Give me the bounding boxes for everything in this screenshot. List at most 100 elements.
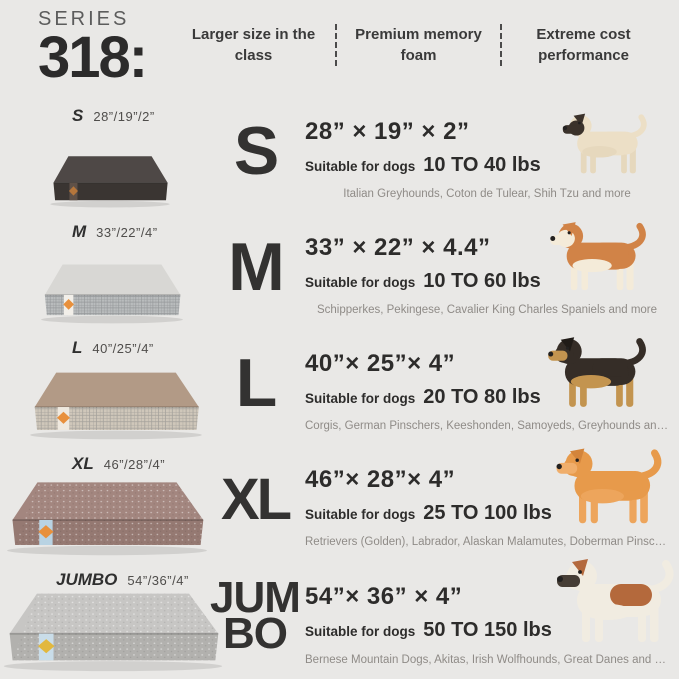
size-text-block: 46”× 28”× 4” Suitable for dogs 25 TO 100 … [305,464,552,525]
dog-nose [548,351,554,357]
bed-dims-tag: 28”/19”/2” [93,109,155,124]
size-letter: JUM BO [210,572,301,658]
breeds-list: Bernese Mountain Dogs, Akitas, Irish Wol… [305,654,679,666]
size-text-block: 54”× 36” × 4” Suitable for dogs 50 TO 150… [305,581,552,642]
dog-illustration [556,448,662,524]
dimensions-heading: 40”× 25”× 4” [305,349,456,377]
size-row: JUMBO 54”/36”/4” JUM BO 54”× 36” × 4” Sui… [0,558,679,674]
dog-ear [571,559,588,576]
dog-bed-illustration [3,593,223,672]
series-label: SERIES [38,8,130,30]
dimensions-heading: 33” × 22” × 4.4” [305,233,491,261]
size-rows: S 28”/19”/2” S 28” × 19” × 2” Suitable fo… [0,94,679,674]
dog-nose [556,463,562,470]
header: SERIES 318: Larger size in the class Pre… [0,0,679,94]
size-row: M 33”/22”/4” M 33” × 22” × 4.4” Suitable … [0,210,679,326]
dog-illustration [550,222,646,291]
bed-label: L 40”/25”/4” [72,338,154,358]
weight-range: 10 TO 60 lbs [423,269,541,292]
breeds-list: Italian Greyhounds, Coton de Tulear, Shi… [343,188,631,200]
suitable-label: Suitable for dogs [305,506,416,522]
dog-eye [577,570,582,574]
row-details: 46”× 28”× 4” Suitable for dogs 25 TO 100 … [305,442,679,558]
dog-tail [636,449,662,480]
size-text-block: 28” × 19” × 2” Suitable for dogs 10 TO 40… [305,116,559,177]
breeds-list: Schipperkes, Pekingese, Cavalier King Ch… [316,304,658,316]
dog-bed-illustration [41,264,183,324]
dog-tail [645,560,674,594]
size-letter: XL [220,467,292,533]
dog-belly [570,375,612,389]
bed-dims-tag: 46”/28”/4” [103,457,166,472]
dimensions-heading: 46”× 28”× 4” [305,465,456,493]
bed-area: JUMBO 54”/36”/4” [0,558,223,674]
bed-area: M 33”/22”/4” [0,210,205,326]
bed-dims-tag: 40”/25”/4” [92,341,154,356]
dog-saddle-patch [604,471,642,491]
feature-cost-performance: Extreme cost performance [500,24,665,66]
bed-label: JUMBO 54”/36”/4” [56,570,189,590]
dog-saddle-patch [593,242,629,261]
bed-area: XL 46”/28”/4” [0,442,207,558]
dog-bed-illustration [30,372,202,440]
dog-saddle-patch [592,358,628,377]
dog-eye [575,458,579,462]
dog-illustration [548,337,646,407]
size-letter: S [233,113,279,190]
dog-bed-illustration [7,482,207,556]
breeds-list: Corgis, German Pinschers, Keeshonden, Sa… [305,420,679,432]
bed-label: S 28”/19”/2” [72,106,155,126]
dog-illustration [556,559,674,642]
dog-ear [569,448,585,464]
suitable-label: Suitable for dogs [305,158,416,174]
size-letter: M [228,229,285,306]
suitable-line: Suitable for dogs 10 TO 40 lbs [305,154,559,177]
dog-nose [562,125,568,131]
series-number: 318: [38,25,148,90]
weight-range: 10 TO 40 lbs [423,153,541,176]
size-row: S 28”/19”/2” S 28” × 19” × 2” Suitable fo… [0,94,679,210]
weight-range: 25 TO 100 lbs [423,501,552,524]
series-block: SERIES 318: [38,8,148,90]
dog-saddle-patch [600,131,632,148]
suitable-line: Suitable for dogs 20 TO 80 lbs [305,386,544,409]
dog-ear [560,337,575,352]
feature-memory-foam: Premium memory foam [335,24,500,66]
dimensions-heading: 54”× 36” × 4” [305,582,463,610]
dog-eye [567,231,571,235]
suitable-label: Suitable for dogs [305,274,416,290]
bed-dims-tag: 54”/36”/4” [127,573,189,588]
bed-size-tag: JUMBO [56,570,118,589]
bed-size-tag: L [72,338,83,357]
dog-nose [550,236,556,241]
size-letter: L [235,345,278,422]
feature-list: Larger size in the class Premium memory … [172,24,665,66]
dog-ear [573,113,586,126]
row-details: 28” × 19” × 2” Suitable for dogs 10 TO 40… [305,94,679,210]
bed-size-tag: S [72,106,84,125]
dog-eye [577,121,581,125]
dog-tail [626,114,647,139]
row-details: 40”× 25”× 4” Suitable for dogs 20 TO 80 l… [305,326,679,442]
dimensions-heading: 28” × 19” × 2” [305,117,470,145]
dog-belly [580,489,624,504]
bed-area: S 28”/19”/2” [0,94,205,210]
suitable-line: Suitable for dogs 25 TO 100 lbs [305,502,552,525]
suitable-label: Suitable for dogs [305,623,416,639]
dog-tail [622,338,646,367]
bed-dims-tag: 33”/22”/4” [96,225,158,240]
bed-label: M 33”/22”/4” [72,222,158,242]
dog-bed-illustration [50,156,170,208]
bed-label: XL 46”/28”/4” [72,454,165,474]
bed-size-tag: XL [72,454,94,473]
suitable-label: Suitable for dogs [305,390,416,406]
bed-brand-logo [68,186,78,196]
weight-range: 20 TO 80 lbs [423,385,541,408]
suitable-line: Suitable for dogs 10 TO 60 lbs [305,270,546,293]
dog-nose [556,576,563,582]
dog-tail [623,222,646,251]
suitable-line: Suitable for dogs 50 TO 150 lbs [305,619,552,642]
size-text-block: 40”× 25”× 4” Suitable for dogs 20 TO 80 l… [305,348,544,409]
dog-belly [583,604,632,620]
